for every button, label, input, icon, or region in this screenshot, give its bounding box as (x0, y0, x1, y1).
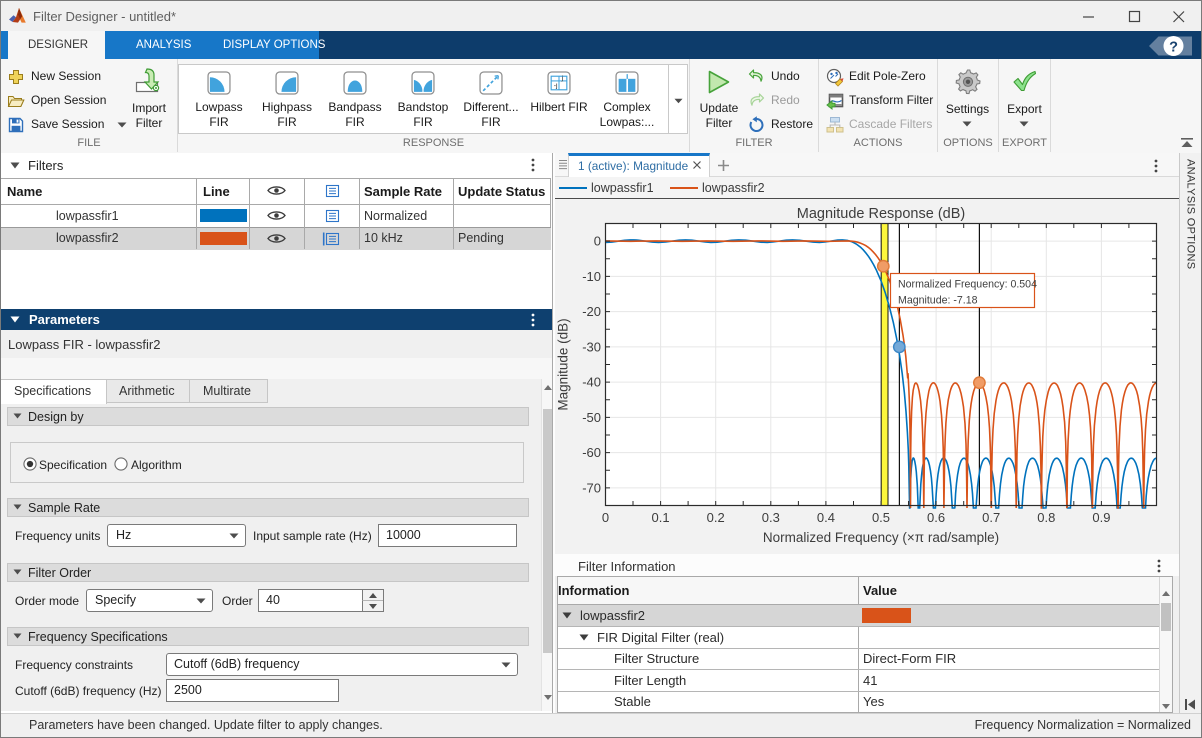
svg-text:-50: -50 (582, 410, 601, 425)
svg-text:0.7: 0.7 (982, 510, 1000, 525)
svg-text:Normalized Frequency: 0.504: Normalized Frequency: 0.504 (898, 279, 1037, 291)
svg-text:Magnitude Response (dB): Magnitude Response (dB) (797, 206, 965, 222)
svg-text:0.9: 0.9 (1092, 510, 1110, 525)
svg-text:Magnitude (dB): Magnitude (dB) (556, 318, 571, 410)
svg-text:0.4: 0.4 (817, 510, 835, 525)
svg-text:-30: -30 (582, 339, 601, 354)
svg-text:0: 0 (594, 234, 601, 249)
svg-text:-j: -j (554, 83, 558, 90)
svg-text:-10: -10 (582, 269, 601, 284)
svg-text:0.1: 0.1 (652, 510, 670, 525)
svg-text:0.8: 0.8 (1037, 510, 1055, 525)
svg-text:Magnitude: -7.18: Magnitude: -7.18 (898, 295, 978, 307)
svg-text:0.5: 0.5 (872, 510, 890, 525)
svg-text:0: 0 (602, 510, 609, 525)
svg-text:0.6: 0.6 (927, 510, 945, 525)
svg-text:0.2: 0.2 (707, 510, 725, 525)
svg-text:-20: -20 (582, 304, 601, 319)
svg-text:-70: -70 (582, 480, 601, 495)
svg-text:-60: -60 (582, 445, 601, 460)
svg-text:-40: -40 (582, 375, 601, 390)
svg-text:Normalized Frequency (×π rad/s: Normalized Frequency (×π rad/sample) (763, 530, 999, 545)
svg-text:?: ? (1169, 39, 1178, 55)
svg-text:0.3: 0.3 (762, 510, 780, 525)
svg-text:j: j (561, 75, 564, 82)
